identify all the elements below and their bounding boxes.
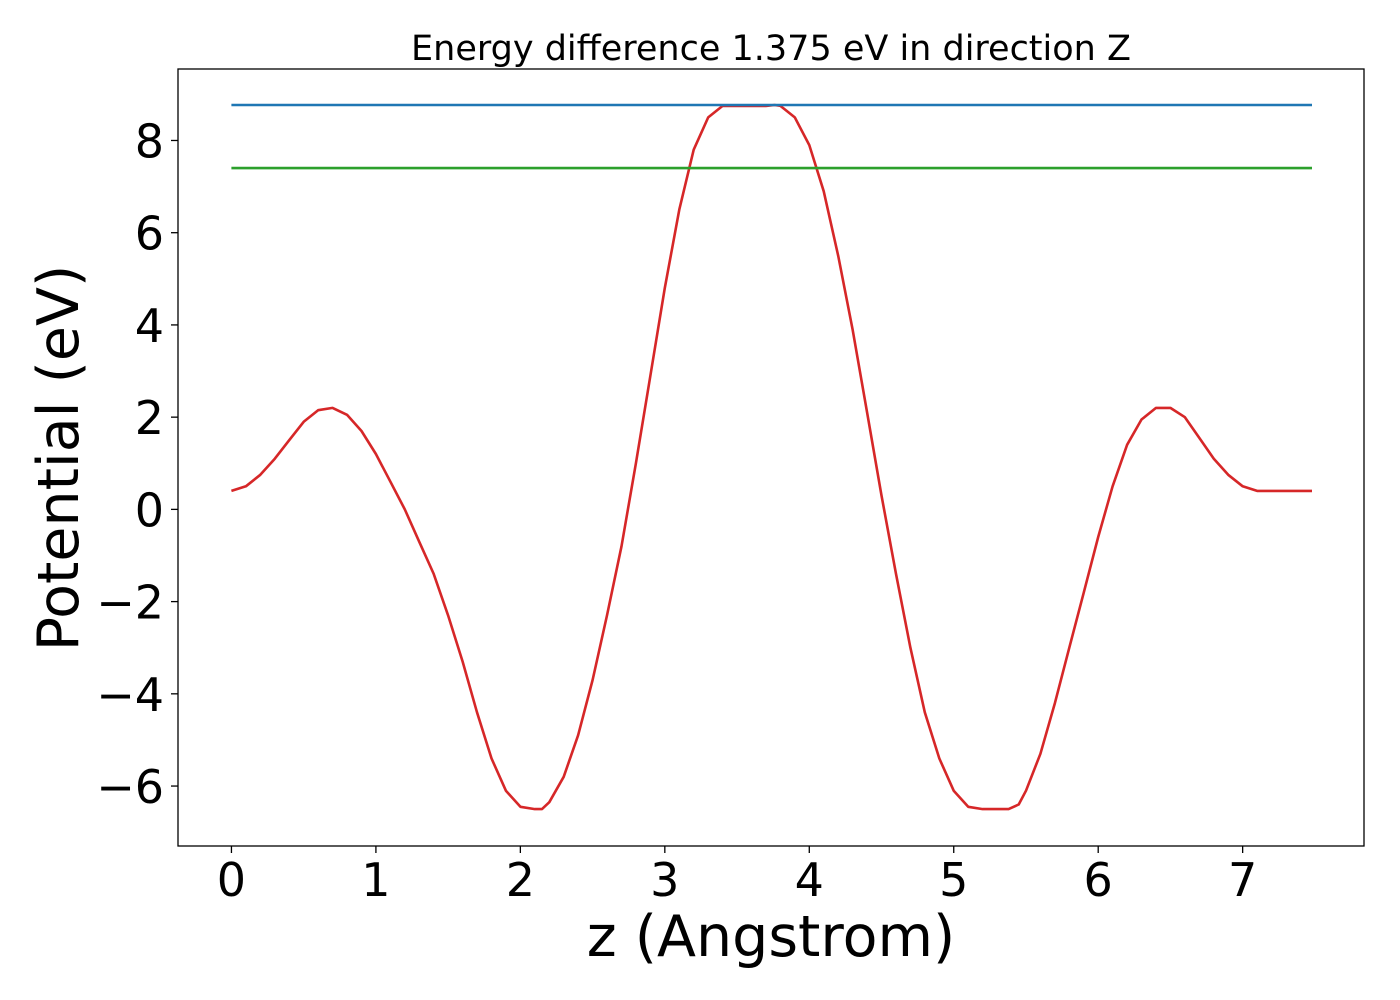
y-tick-label: 0 [135,483,164,537]
y-tick-label: 8 [135,114,164,168]
y-tick-label: 4 [135,299,164,353]
x-axis-ticks: 0 1 2 3 4 5 6 7 [217,846,1257,907]
chart-title: Energy difference 1.375 eV in direction … [411,29,1131,69]
y-tick-label: −6 [96,760,164,814]
y-tick-label: −2 [96,576,164,630]
x-tick-label: 4 [795,853,824,907]
x-tick-label: 2 [506,853,535,907]
y-tick-label: 6 [135,207,164,261]
y-axis-label: Potential (eV) [26,265,92,651]
y-tick-label: −4 [96,668,164,722]
y-axis-ticks: −6 −4 −2 0 2 4 6 8 [96,114,178,814]
x-tick-label: 3 [650,853,679,907]
x-tick-label: 5 [939,853,968,907]
series-line-0 [231,103,1312,811]
x-tick-label: 7 [1228,853,1257,907]
x-tick-label: 6 [1084,853,1113,907]
plot-area [177,68,1365,847]
plot-frame [177,68,1365,847]
x-tick-label: 0 [217,853,246,907]
y-tick-label: 2 [135,391,164,445]
x-tick-label: 1 [361,853,390,907]
x-axis-label: z (Angstrom) [587,904,955,970]
